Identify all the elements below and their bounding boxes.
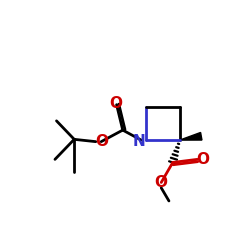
Polygon shape [180, 132, 202, 140]
Text: O: O [109, 96, 122, 112]
Text: O: O [196, 152, 209, 167]
Text: O: O [96, 134, 108, 149]
Text: O: O [155, 175, 168, 190]
Text: N: N [132, 134, 145, 149]
